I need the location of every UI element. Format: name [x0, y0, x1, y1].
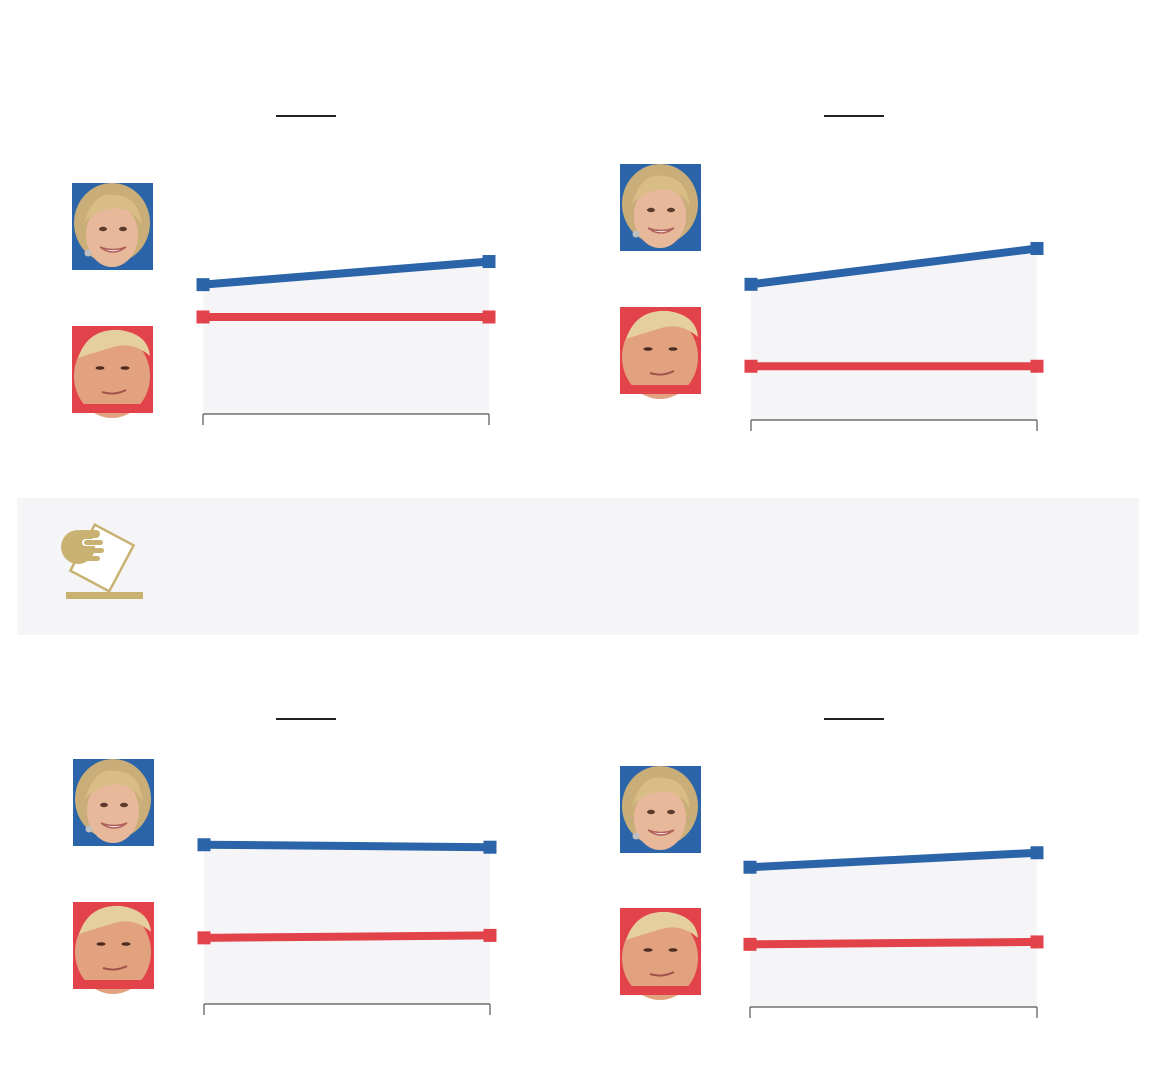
clinton-series-line — [749, 848, 1038, 872]
plot-area — [204, 844, 490, 1004]
clinton-series-line — [203, 840, 491, 852]
chart-panel-1 — [72, 115, 496, 425]
clinton-photo-icon — [620, 164, 701, 251]
clinton-series-line — [202, 257, 490, 289]
clinton-point-start — [196, 278, 210, 292]
trump-point-start — [197, 931, 211, 945]
trump-photo-icon — [72, 326, 153, 418]
clinton-point-start — [743, 860, 757, 874]
clinton-photo-icon — [72, 183, 153, 270]
trump-photo-icon — [620, 307, 701, 399]
trump-series-line — [203, 931, 491, 942]
trump-point-end — [482, 310, 496, 324]
clinton-photo-icon — [620, 766, 701, 853]
trump-point-start — [744, 359, 758, 373]
clinton-photo-icon — [73, 759, 154, 846]
ballot-box-icon — [61, 523, 143, 599]
clinton-point-end — [1030, 846, 1044, 860]
clinton-point-start — [744, 277, 758, 291]
trump-point-end — [483, 928, 497, 942]
clinton-series-line — [750, 244, 1038, 289]
clinton-point-end — [1030, 241, 1044, 255]
trump-point-end — [1030, 935, 1044, 949]
clinton-point-end — [483, 840, 497, 854]
trump-point-start — [196, 310, 210, 324]
trump-series-line — [749, 937, 1038, 949]
clinton-point-start — [197, 838, 211, 852]
clinton-point-end — [482, 255, 496, 269]
chart-panel-3 — [73, 718, 497, 1015]
trump-point-start — [743, 937, 757, 951]
chart-panel-4 — [620, 718, 1044, 1018]
info-banner — [17, 498, 1139, 635]
plot-area — [750, 852, 1037, 1007]
plot-area — [203, 261, 489, 414]
trump-photo-icon — [73, 902, 154, 994]
trump-photo-icon — [620, 908, 701, 1000]
chart-panel-2 — [620, 115, 1044, 431]
trump-point-end — [1030, 359, 1044, 373]
plot-area — [751, 248, 1037, 420]
